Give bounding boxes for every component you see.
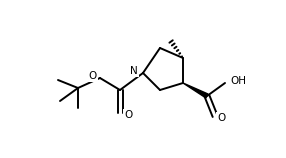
- Text: OH: OH: [230, 76, 246, 86]
- Text: N: N: [130, 66, 138, 76]
- Text: O: O: [89, 71, 97, 81]
- Text: O: O: [217, 113, 225, 123]
- Polygon shape: [183, 83, 208, 98]
- Text: O: O: [124, 110, 132, 120]
